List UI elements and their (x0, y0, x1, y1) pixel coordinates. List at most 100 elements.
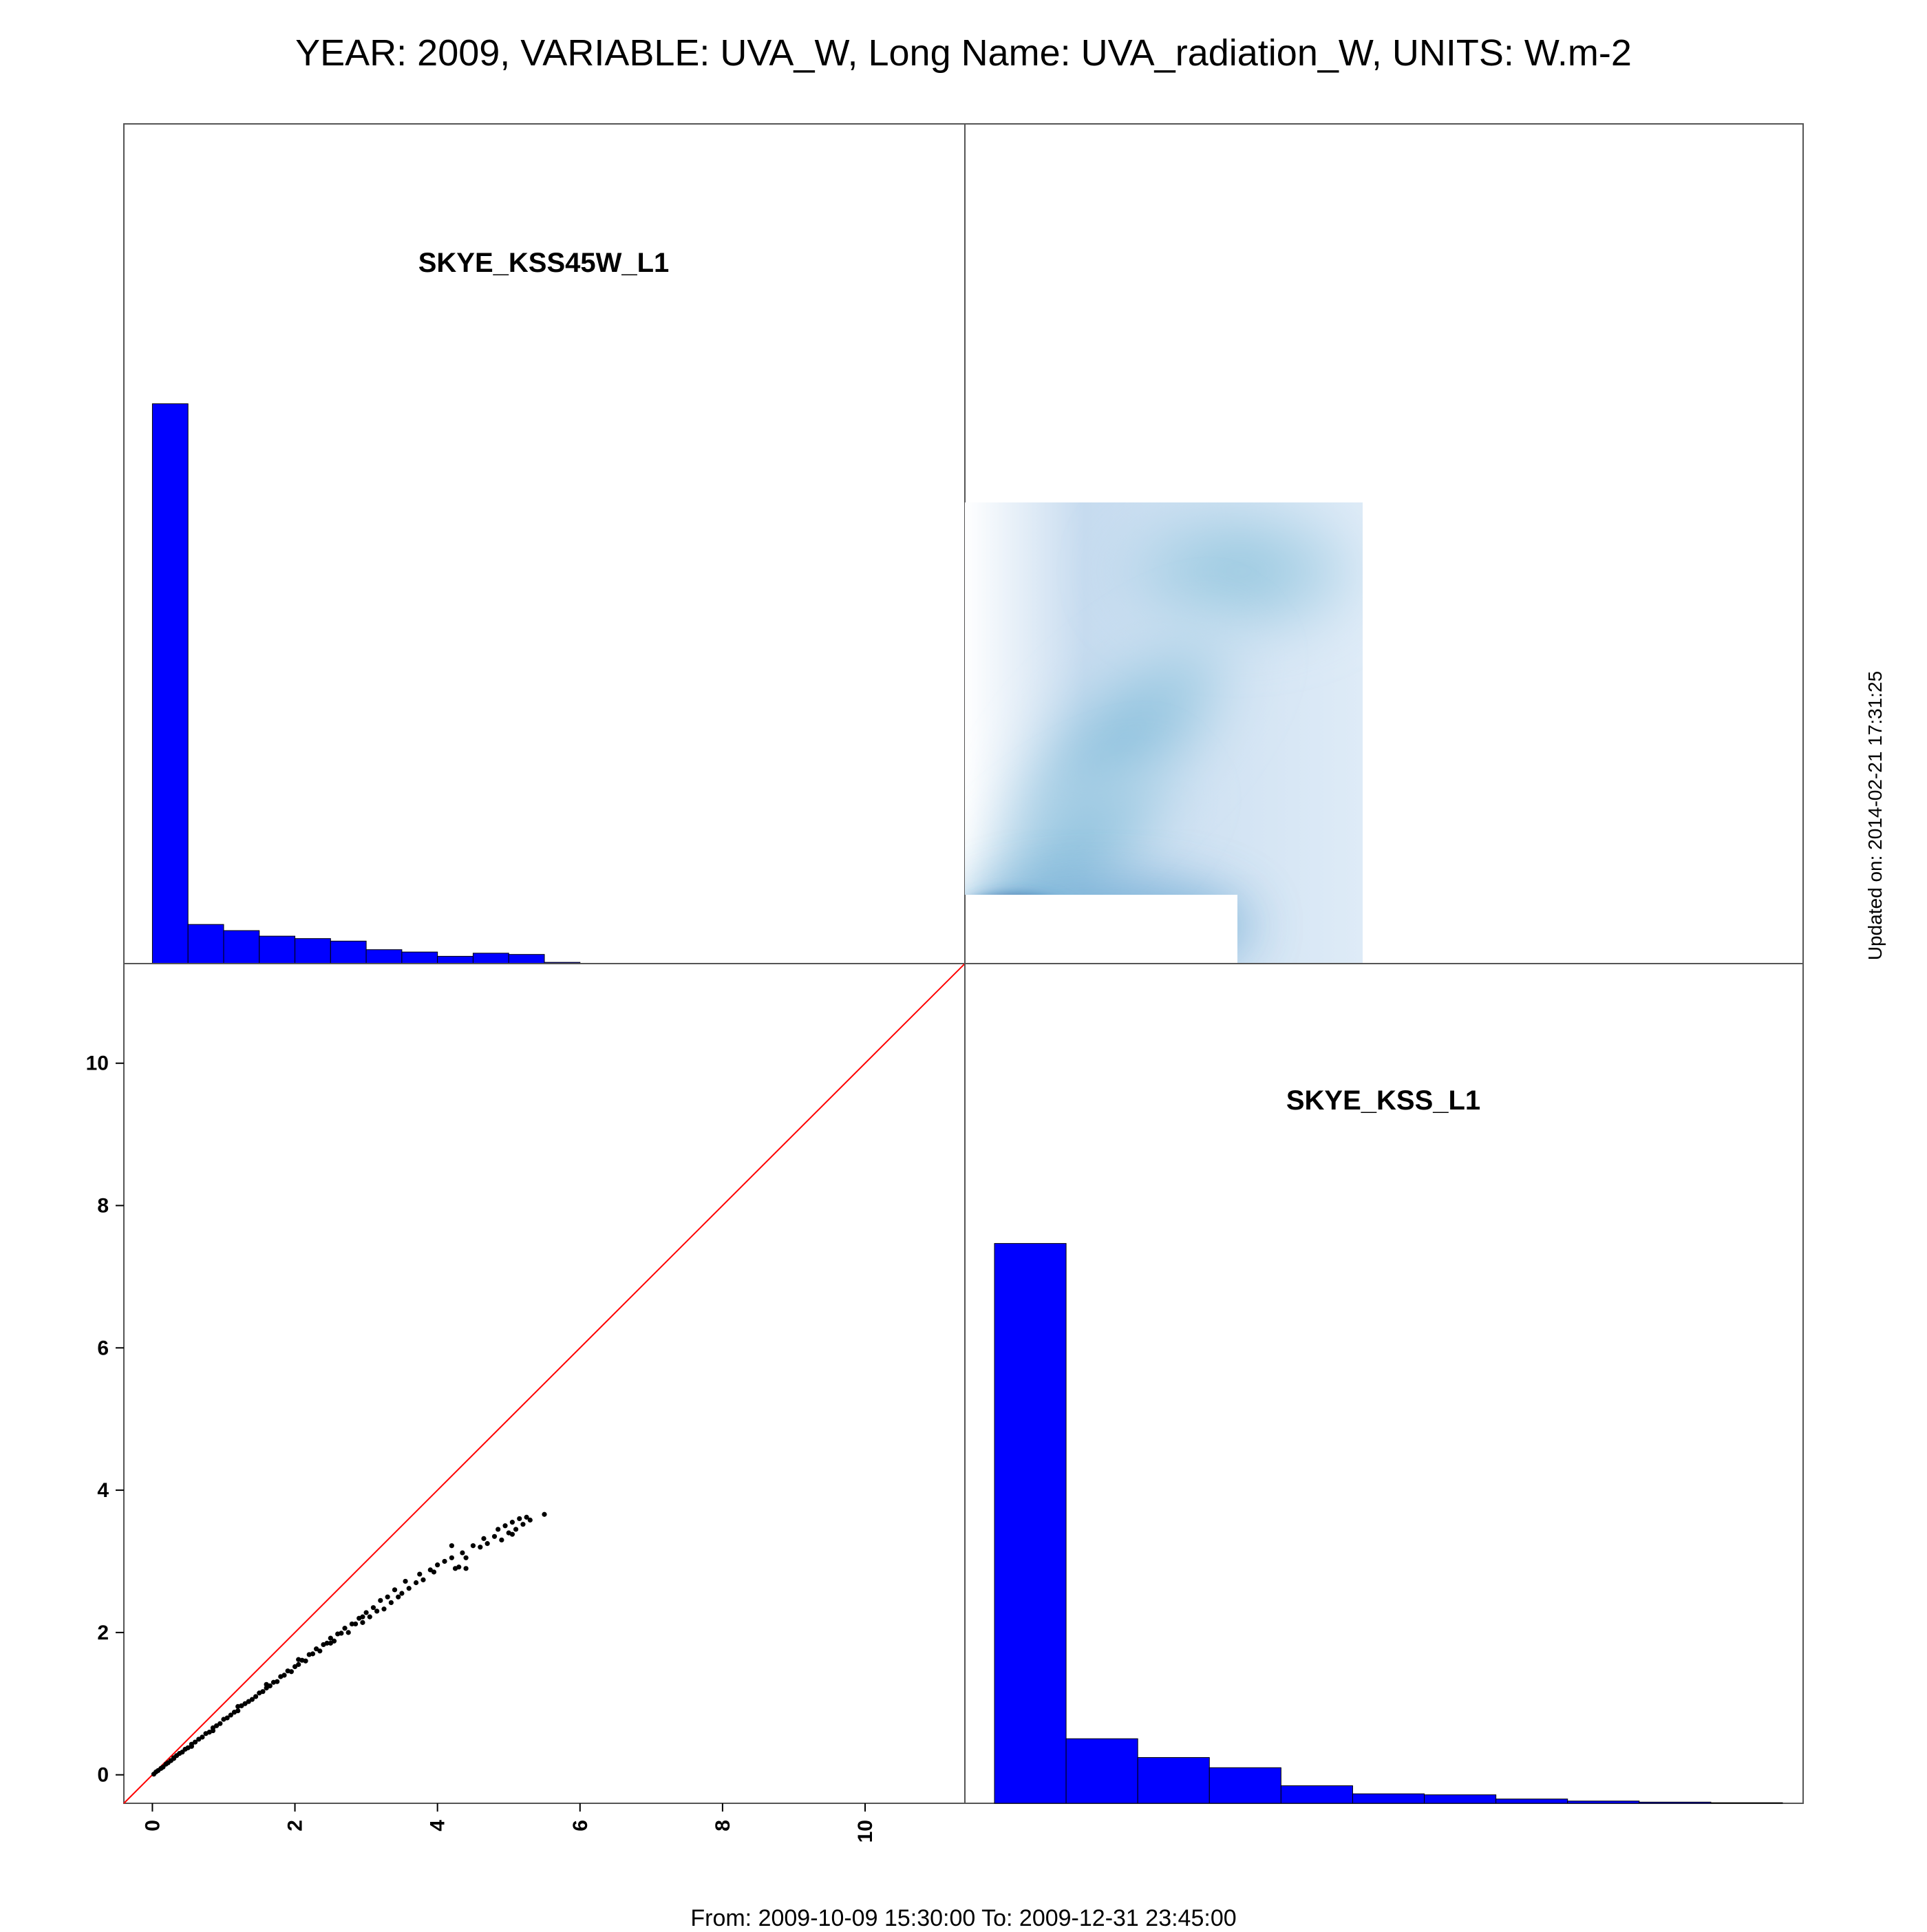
histogram-kss45w (151, 403, 581, 964)
scatter-point (496, 1527, 501, 1532)
scatter-point (502, 1523, 508, 1529)
scatter-point (360, 1620, 365, 1625)
scatter-point (281, 1673, 287, 1678)
scatter-point (463, 1566, 469, 1571)
date-range-footer: From: 2009-10-09 15:30:00 To: 2009-12-31… (690, 1905, 1237, 1931)
scatter-point (345, 1630, 351, 1635)
scatter-point (235, 1703, 241, 1709)
scatter-point (189, 1743, 194, 1749)
scatter-point (363, 1610, 369, 1615)
scatter-point (288, 1669, 294, 1675)
scatter-point (171, 1755, 177, 1761)
panel-bottom-left: 0 2 4 6 8 10 0 2 4 6 8 10 (86, 963, 966, 1843)
scatter-point (520, 1522, 526, 1527)
scatter-point (360, 1614, 365, 1620)
scatter-point (342, 1626, 348, 1631)
x-tick-label: 0 (141, 1820, 164, 1832)
x-tick-label: 2 (284, 1820, 307, 1832)
scatter-point (228, 1712, 233, 1718)
scatter-point (481, 1536, 487, 1541)
scatter-point (542, 1511, 547, 1517)
identity-line (123, 963, 966, 1804)
y-tick-label: 4 (97, 1479, 109, 1502)
histogram-bar (187, 924, 224, 964)
scatter-point (310, 1651, 316, 1657)
scatter-point (499, 1537, 504, 1543)
scatter-point (349, 1621, 354, 1627)
histogram-bar (365, 949, 403, 964)
figure-title: YEAR: 2009, VARIABLE: UVA_W, Long Name: … (295, 32, 1632, 74)
scatter-point (331, 1638, 337, 1644)
scatter-points (151, 1511, 547, 1777)
histogram-bar (1209, 1767, 1281, 1804)
histogram-bar (508, 954, 545, 964)
scatter-point (246, 1699, 251, 1704)
scatter-point (260, 1689, 266, 1695)
scatter-point (210, 1728, 216, 1734)
panel-title-kss: SKYE_KSS_L1 (1286, 1085, 1480, 1116)
scatter-point (449, 1543, 454, 1549)
scatter-point (317, 1648, 323, 1654)
scatter-point (192, 1739, 198, 1745)
scatter-point (214, 1723, 220, 1728)
scatter-point (420, 1577, 426, 1582)
scatter-point (253, 1694, 259, 1699)
histogram-bar (1424, 1794, 1497, 1804)
scatter-point (460, 1550, 465, 1556)
scatter-point (517, 1516, 522, 1522)
histogram-bar (1495, 1798, 1568, 1804)
histogram-bar (223, 930, 260, 964)
scatter-point (449, 1555, 454, 1560)
histogram-bar (1352, 1793, 1425, 1804)
histogram-bar (1137, 1757, 1210, 1804)
scatter-point (463, 1555, 469, 1560)
scatter-point (196, 1737, 202, 1742)
scatter-point (292, 1664, 298, 1670)
y-tick-label: 2 (97, 1622, 109, 1644)
scatter-point (385, 1594, 390, 1600)
x-tick-label: 8 (712, 1820, 734, 1832)
scatter-point (324, 1640, 330, 1646)
histogram-bar (151, 403, 189, 964)
histogram-bar (401, 951, 438, 964)
updated-on-label: Updated on: 2014-02-21 17:31:25 (1864, 670, 1886, 961)
scatter-point (491, 1533, 498, 1539)
scatter-point (399, 1591, 405, 1596)
panel-top-left: SKYE_KSS45W_L1 (123, 123, 966, 964)
scatter-point (352, 1621, 359, 1627)
scatter-point (314, 1646, 319, 1652)
scatter-point (224, 1715, 230, 1721)
scatter-point (264, 1685, 269, 1691)
histogram-bar (1567, 1801, 1640, 1804)
scatter-point (235, 1708, 241, 1714)
scatter-point (435, 1562, 440, 1568)
scatter-point (339, 1631, 344, 1636)
panel-bottom-right: SKYE_KSS_L1 (964, 963, 1804, 1804)
scatter-point (470, 1543, 476, 1549)
x-tick-label: 4 (427, 1820, 449, 1832)
scatter-point (509, 1520, 515, 1525)
panel-top-right (964, 123, 1804, 964)
y-tick-label: 0 (97, 1764, 109, 1787)
x-tick-label: 10 (854, 1820, 877, 1843)
histogram-bar (437, 955, 473, 964)
histogram-kss (994, 1243, 1783, 1804)
panel-frame (123, 123, 966, 964)
scatter-point (303, 1658, 308, 1664)
scatter-point (275, 1679, 280, 1684)
y-tick-label: 6 (97, 1337, 109, 1359)
density-upper-blob (1101, 502, 1363, 647)
y-tick-label: 8 (97, 1195, 109, 1218)
scatter-point (378, 1597, 383, 1603)
scatter-point (478, 1544, 483, 1550)
scatter-point (264, 1681, 269, 1687)
scatter-point (524, 1514, 529, 1520)
scatter-point (456, 1564, 462, 1570)
scatter-point (249, 1697, 255, 1702)
x-tick-label: 6 (569, 1820, 592, 1832)
scatter-point (392, 1587, 398, 1593)
scatter-point (485, 1541, 490, 1547)
scatter-point (296, 1662, 301, 1667)
scatter-point (527, 1517, 533, 1523)
scatter-point (427, 1567, 433, 1573)
